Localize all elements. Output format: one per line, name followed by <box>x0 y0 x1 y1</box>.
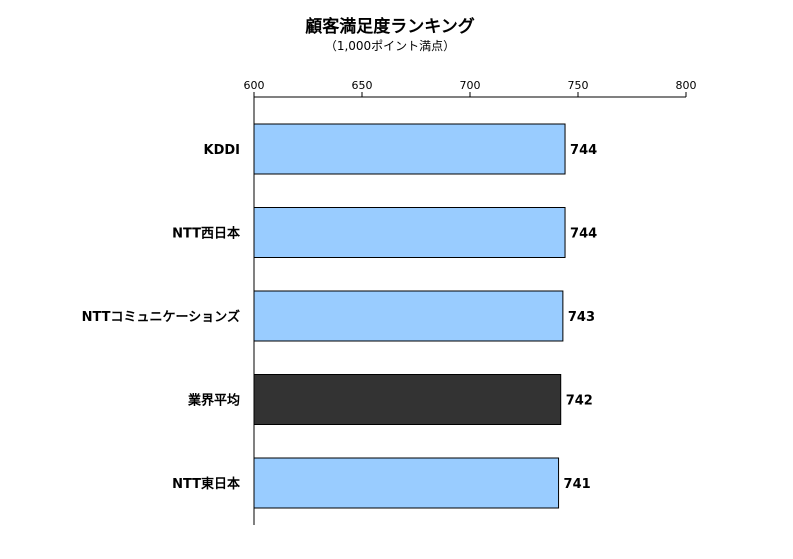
category-label: KDDI <box>204 143 241 158</box>
data-label: 743 <box>568 310 595 325</box>
bars: KDDI 744 NTT西日本 744 NTTコミュニケーションズ 743 業界平均 742 N… <box>82 123 597 509</box>
x-tick-label: 650 <box>352 79 373 92</box>
category-label: NTT東日本 <box>172 476 240 492</box>
data-label: 744 <box>570 227 597 242</box>
bar <box>253 207 566 258</box>
data-label: 744 <box>570 143 597 158</box>
category-label: NTTコミュニケーションズ <box>82 309 240 325</box>
bar <box>253 123 566 175</box>
chart-title: 顧客満足度ランキング <box>305 16 475 37</box>
x-tick-label: 700 <box>460 79 481 92</box>
chart-subtitle: （1,000ポイント満点） <box>325 39 455 53</box>
bar <box>253 290 564 342</box>
data-label: 741 <box>564 477 591 492</box>
bar <box>253 457 560 509</box>
x-tick-label: 750 <box>568 79 589 92</box>
x-tick-label: 800 <box>676 79 697 92</box>
x-tick-label: 600 <box>244 79 265 92</box>
bar <box>253 374 562 425</box>
data-label: 742 <box>566 394 593 409</box>
category-label: NTT西日本 <box>172 226 240 242</box>
category-label: 業界平均 <box>187 393 240 409</box>
